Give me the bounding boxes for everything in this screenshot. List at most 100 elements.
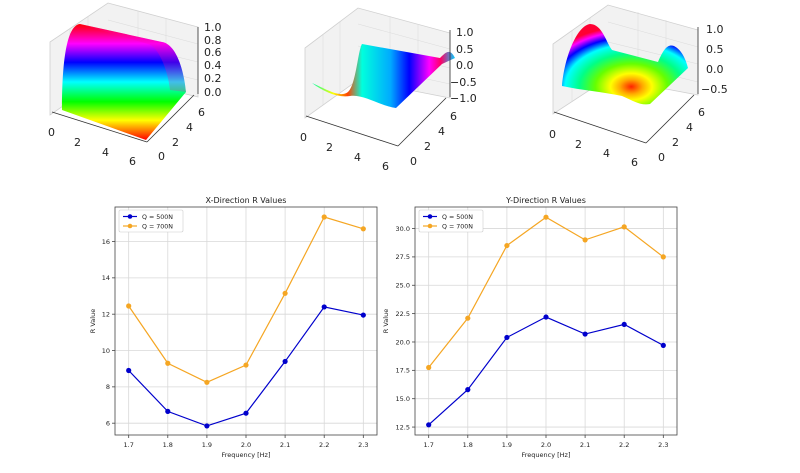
surface-1-z-ticks: 1.0 0.8 0.6 0.4 0.2 0.0 [204,21,222,99]
data-point [204,379,210,385]
z-tick: 0.5 [706,43,724,56]
surface-2-y-ticks: 0 2 4 6 [410,110,457,168]
y-tick-label: 27.5 [396,253,410,261]
y-tick: 6 [450,110,457,123]
z-tick: −0.5 [450,76,477,89]
x-tick: 0 [549,128,556,141]
y-tick-label: 22.5 [396,310,410,318]
data-point [282,358,288,365]
x-tick-label: 2.3 [658,441,668,449]
legend-marker [127,214,133,219]
surface-2-x-ticks: 0 2 4 6 [300,131,389,173]
x-tick-label: 1.8 [463,441,473,449]
data-point [126,367,132,374]
legend-marker [427,214,433,219]
y-axis-label: R Value [89,309,97,333]
data-point [426,422,432,428]
x-tick-label: 2.1 [580,441,590,449]
data-point [165,408,171,414]
x-axis-label: Frequency [Hz] [521,451,570,459]
chart-title: X-Direction R Values [206,196,287,205]
y-tick: 2 [424,140,431,153]
x-tick-label: 2.1 [280,441,290,449]
legend-box [418,209,484,233]
data-point [504,334,510,341]
surface-plot-1: 1.0 0.8 0.6 0.4 0.2 0.0 0 2 4 6 0 2 4 6 [48,2,222,168]
legend-label: Q = 700N [142,223,173,230]
y-tick: 4 [686,121,693,134]
y-tick: 4 [186,121,193,134]
z-tick: 0.4 [204,59,222,72]
y-tick-label: 8 [106,383,110,391]
legend: Q = 500N Q = 700N [118,209,184,233]
x-tick: 0 [48,126,55,139]
data-point [360,226,366,232]
legend-label: Q = 500N [442,214,473,221]
data-point [321,214,327,220]
z-tick: 0.0 [706,63,724,76]
surface-1-y-ticks: 0 2 4 6 [158,106,205,163]
y-tick: 6 [698,106,705,119]
y-tick: 0 [158,150,165,163]
surface-wave [312,44,455,108]
x-tick: 6 [129,155,136,168]
data-point [243,362,249,368]
data-point [621,321,627,328]
y-tick-label: 20.0 [396,338,410,346]
surface-1-x-ticks: 0 2 4 6 [48,126,136,168]
axes-frame [414,206,678,436]
data-point [621,224,627,230]
z-tick: 1.0 [204,21,222,34]
x-tick-label: 2.2 [619,441,629,449]
surface-plot-3: 1.0 0.5 0.0 −0.5 0 2 4 6 0 2 4 6 [549,4,728,169]
x-axis-label: Frequency [Hz] [221,451,270,459]
z-tick: 0.5 [456,43,474,56]
y-tick-label: 16 [102,238,110,246]
data-point [660,342,666,348]
legend-label: Q = 700N [442,223,473,230]
y-tick-label: 12 [102,310,110,318]
y-tick-label: 6 [106,419,110,427]
x-tick: 2 [575,138,582,151]
legend: Q = 500N Q = 700N [418,209,484,233]
legend-marker [427,223,433,229]
data-point [582,237,588,243]
z-tick: 0.8 [204,34,222,47]
y-tick-label: 12.5 [396,423,410,431]
data-point [660,254,666,260]
x-tick: 6 [631,156,638,169]
y-tick: 2 [172,136,179,149]
z-tick: 0.0 [456,59,474,72]
y-tick: 0 [410,155,417,168]
data-point [165,360,171,366]
y-tick: 4 [438,125,445,138]
y-tick-label: 25.0 [396,282,410,290]
x-tick: 4 [603,147,610,160]
data-point [126,303,132,309]
data-point [543,314,549,320]
y-tick-label: 14 [102,274,110,282]
series-line [428,216,664,368]
z-tick: 1.0 [456,26,474,39]
data-point [204,423,210,429]
series-line [428,316,664,426]
data-point [543,214,549,220]
plot-area [115,207,377,435]
series-q-500n [126,304,366,429]
legend-label: Q = 500N [142,214,173,221]
x-tick: 4 [354,151,361,164]
z-tick: −0.5 [701,83,728,96]
y-tick: 2 [672,136,679,149]
y-tick-label: 30.0 [396,225,410,233]
data-point [582,331,588,337]
x-tick-label: 2.0 [241,441,251,449]
x-tick: 6 [382,160,389,173]
x-tick-label: 1.8 [163,441,173,449]
surface-plot-2: 1.0 0.5 0.0 −0.5 −1.0 0 2 4 6 0 2 4 6 [300,7,477,173]
data-point [426,364,432,371]
surface-3-x-ticks: 0 2 4 6 [549,128,638,169]
series-q-500n [426,314,666,428]
chart-title: Y-Direction R Values [505,196,586,205]
data-point [282,290,288,296]
x-tick-label: 2.2 [319,441,329,449]
